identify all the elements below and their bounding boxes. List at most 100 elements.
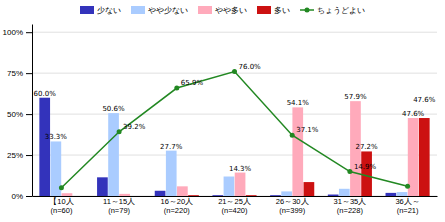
point	[59, 185, 64, 190]
x-axis: 【10人(n=60) 11～15人(n=79) 16～20人(n=220) 21～25…	[33, 197, 438, 215]
legend-swatch	[257, 6, 271, 14]
grid-line	[32, 114, 437, 115]
bar	[166, 151, 177, 196]
tick: 21～25人(n=420)	[218, 197, 251, 215]
data-label: 65.9%	[181, 79, 204, 87]
bar	[235, 173, 246, 196]
bar	[155, 191, 166, 196]
bar	[130, 196, 141, 197]
data-label: 47.6%	[413, 96, 436, 104]
tick-label: 36人～(n=21)	[395, 197, 419, 215]
tick-mark	[26, 155, 32, 156]
tick-mark	[26, 196, 32, 197]
legend-swatch	[80, 6, 94, 14]
tick: 11～15人(n=79)	[103, 197, 135, 215]
bar	[339, 189, 350, 196]
legend-label: やや少ない	[148, 6, 188, 15]
data-label: 50.6%	[102, 105, 125, 113]
legend-item: ちょうどよい	[300, 6, 365, 15]
data-label: 39.2%	[123, 123, 146, 131]
data-label: 57.9%	[344, 93, 367, 101]
legend-item: やや少ない	[131, 6, 188, 15]
tick-mark	[26, 114, 32, 115]
tick-label: 21～25人(n=420)	[218, 197, 251, 215]
data-label: 60.0%	[34, 90, 57, 98]
bar	[224, 177, 235, 196]
tick-label: 11～15人(n=79)	[103, 197, 135, 215]
point	[174, 86, 179, 91]
tick-mark	[26, 32, 32, 33]
bar-series	[188, 118, 429, 196]
bar	[281, 191, 292, 196]
legend-item: 少ない	[80, 6, 121, 15]
bar	[270, 195, 281, 196]
plot-area	[39, 69, 429, 196]
data-label: 14.3%	[229, 165, 252, 173]
tick-label: 26～30人(n=399)	[276, 197, 309, 215]
tick-label: 75%	[7, 69, 23, 78]
tick: 0%	[11, 192, 32, 201]
point	[117, 129, 122, 134]
grid	[32, 32, 437, 196]
tick-label: 31～35人(n=228)	[334, 197, 367, 215]
tick-label: 【10人(n=60)	[49, 197, 73, 215]
data-labels: 60.0% 33.3% 50.6% 27.7% 14.3% 54.1% 57.9% 47.6%…	[34, 63, 436, 173]
tick-mark	[26, 73, 32, 74]
data-label: 33.3%	[45, 133, 68, 141]
tick-label: 16～20人(n=220)	[160, 197, 193, 215]
data-label: 47.6%	[402, 110, 425, 118]
bar	[408, 118, 419, 196]
bar	[119, 194, 130, 196]
data-label: 27.2%	[355, 143, 378, 151]
tick-label: 100%	[3, 28, 23, 37]
grid-line	[32, 155, 437, 156]
bar	[304, 182, 315, 196]
tick-label: 50%	[7, 110, 23, 119]
data-label: 27.7%	[160, 143, 183, 151]
point	[290, 133, 295, 138]
bar	[419, 118, 430, 196]
chart: 0% 25% 50% 75% 100% 【10人(n=60) 11～15人(n=79) 16～…	[0, 0, 445, 222]
bar	[39, 98, 50, 196]
legend-item: 多い	[257, 6, 290, 15]
bar	[292, 107, 303, 196]
bar	[188, 195, 199, 196]
bar	[361, 151, 372, 196]
legend-swatch	[305, 8, 310, 13]
line-series	[59, 69, 410, 190]
line	[61, 72, 407, 188]
tick: 31～35人(n=228)	[334, 197, 367, 215]
tick-label: 0%	[11, 192, 23, 201]
bar	[386, 193, 397, 196]
tick: 100%	[3, 28, 32, 37]
y-axis: 0% 25% 50% 75% 100%	[3, 25, 33, 202]
bar	[246, 195, 257, 196]
tick: 25%	[7, 151, 32, 160]
bar	[62, 193, 73, 196]
bar	[97, 177, 108, 196]
legend-item: やや多い	[198, 6, 247, 15]
bar	[108, 113, 119, 196]
legend-label: 多い	[274, 6, 290, 15]
data-label: 76.0%	[239, 63, 262, 71]
bar	[212, 195, 223, 196]
legend-swatch	[198, 6, 212, 14]
data-label: 54.1%	[287, 99, 310, 107]
tick: 75%	[7, 69, 32, 78]
axis-line	[32, 25, 33, 197]
legend-label: やや多い	[215, 6, 247, 15]
bar-series	[62, 101, 419, 196]
bar	[328, 195, 339, 196]
bar-series	[39, 98, 396, 196]
point	[347, 169, 352, 174]
tick: 36人～(n=21)	[395, 197, 419, 215]
bar	[73, 196, 84, 197]
legend-label: ちょうどよい	[317, 6, 365, 15]
point	[405, 184, 410, 189]
data-label: 37.1%	[296, 126, 319, 134]
tick-label: 25%	[7, 151, 23, 160]
legend-swatch	[131, 6, 145, 14]
grid-line	[32, 32, 437, 33]
legend: 少ない やや少ない やや多い 多い ちょうどよい	[80, 6, 365, 15]
tick: 26～30人(n=399)	[276, 197, 309, 215]
